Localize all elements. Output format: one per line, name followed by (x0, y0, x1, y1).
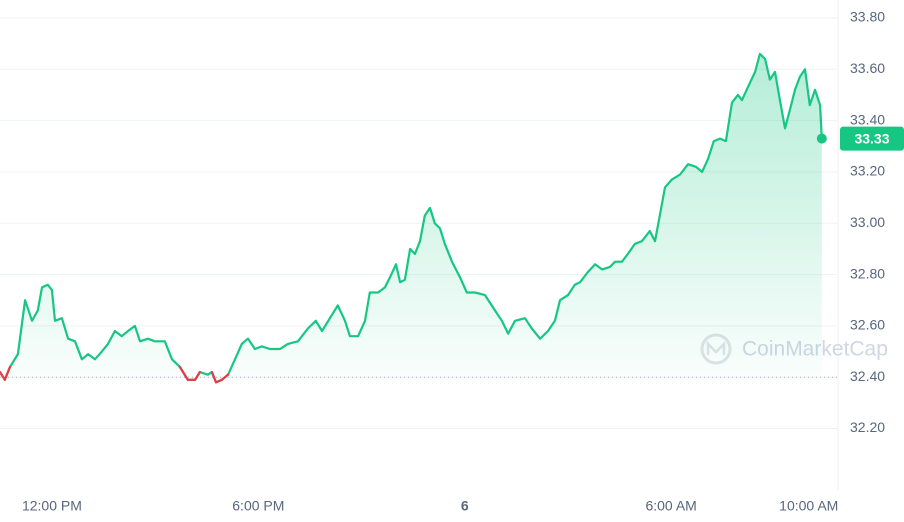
y-tick-label: 32.40 (850, 368, 885, 384)
x-tick-label: 12:00 PM (22, 498, 82, 514)
y-tick-label: 33.40 (850, 111, 885, 127)
down-segment (3, 365, 12, 381)
price-line (0, 52, 823, 384)
area (0, 53, 822, 383)
down-segment (210, 370, 218, 384)
y-tick-label: 32.20 (850, 419, 885, 435)
down-segment (178, 365, 189, 381)
x-tick-label: 6:00 AM (645, 498, 696, 514)
x-tick-label: 6:00 PM (232, 498, 284, 514)
y-tick-label: 33.80 (850, 9, 885, 25)
y-tick-label: 33.20 (850, 163, 885, 179)
down-segment (220, 373, 230, 381)
last-point (816, 133, 827, 144)
y-tick-label: 32.60 (850, 317, 885, 333)
x-tick-label: 10:00 AM (779, 498, 838, 514)
last-value-label: 33.33 (854, 130, 889, 146)
y-tick-label: 33.00 (850, 214, 885, 230)
y-tick-label: 32.80 (850, 265, 885, 281)
x-tick-label: 6 (461, 498, 469, 514)
down-segment (0, 370, 6, 381)
last-value-box (840, 126, 904, 151)
y-tick-label: 33.60 (850, 60, 885, 76)
down-segment (193, 370, 201, 381)
